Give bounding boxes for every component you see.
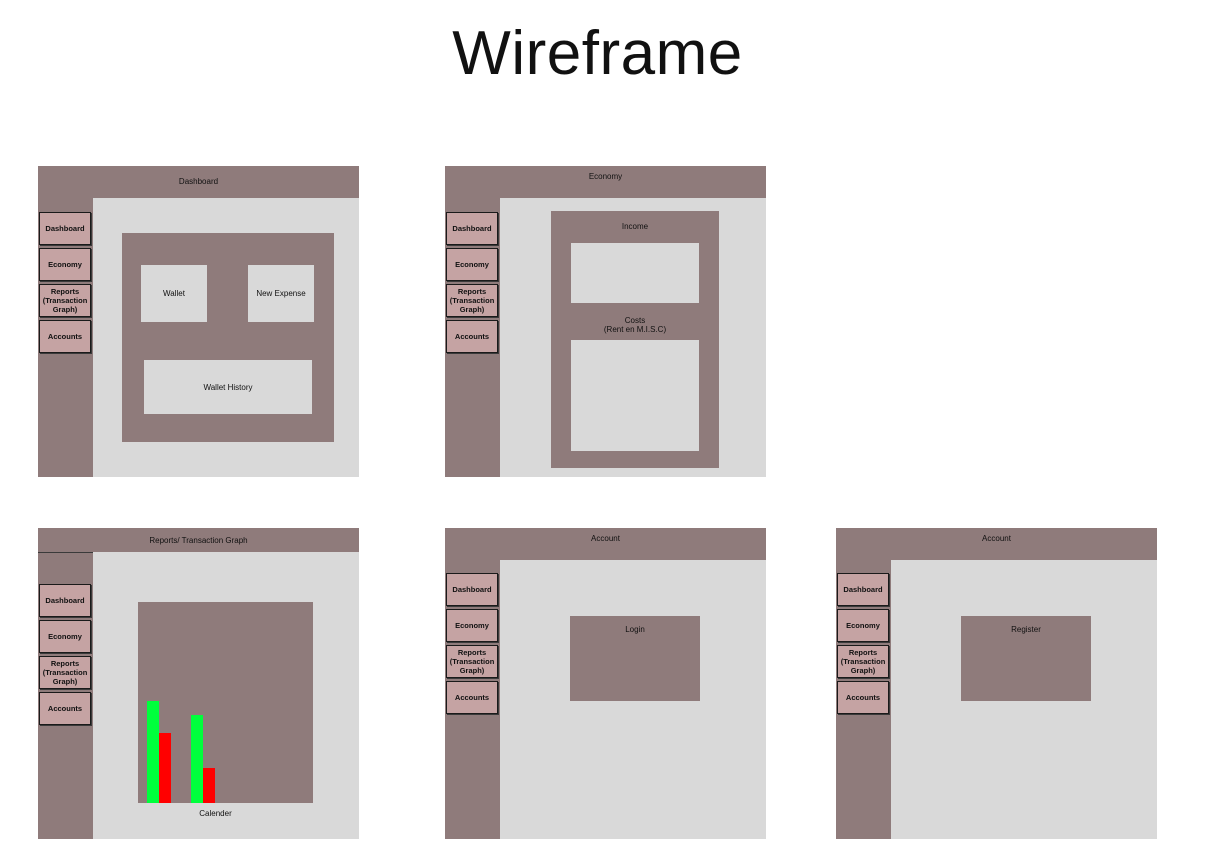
- nav-reports-button[interactable]: Reports (Transaction Graph): [446, 645, 498, 678]
- dashboard-frame: Dashboard Dashboard Economy Reports (Tra…: [38, 166, 359, 477]
- nav-accounts-button[interactable]: Accounts: [39, 692, 91, 725]
- nav-dashboard-button[interactable]: Dashboard: [39, 584, 91, 617]
- nav-accounts-button[interactable]: Accounts: [446, 320, 498, 353]
- nav-economy-button[interactable]: Economy: [837, 609, 889, 642]
- nav-economy-button[interactable]: Economy: [39, 620, 91, 653]
- login-frame: Account Dashboard Economy Reports (Trans…: [445, 528, 766, 839]
- register-header-title: Account: [982, 534, 1011, 543]
- nav-reports-button[interactable]: Reports (Transaction Graph): [837, 645, 889, 678]
- costs-label: Costs (Rent en M.I.S.C): [603, 316, 667, 335]
- income-box: [571, 243, 699, 303]
- nav-reports-button[interactable]: Reports (Transaction Graph): [39, 656, 91, 689]
- economy-header: Economy: [445, 166, 766, 198]
- economy-header-title: Economy: [588, 172, 623, 181]
- nav-reports-button[interactable]: Reports (Transaction Graph): [446, 284, 498, 317]
- nav-dashboard-button[interactable]: Dashboard: [39, 212, 91, 245]
- nav-reports-label: Reports (Transaction Graph): [42, 659, 88, 686]
- costs-box: [571, 340, 699, 451]
- login-box[interactable]: Login: [570, 616, 700, 701]
- dashboard-panel: Wallet New Expense Wallet History: [122, 233, 334, 442]
- economy-frame: Economy Dashboard Economy Reports (Trans…: [445, 166, 766, 477]
- dashboard-header: Dashboard: [38, 166, 359, 198]
- register-header: Account: [836, 528, 1157, 560]
- chart-bar-income-1: [147, 701, 159, 803]
- nav-accounts-button[interactable]: Accounts: [39, 320, 91, 353]
- nav-reports-label: Reports (Transaction Graph): [840, 648, 886, 675]
- register-box[interactable]: Register: [961, 616, 1091, 701]
- page-title: Wireframe: [452, 19, 743, 88]
- nav-reports-label: Reports (Transaction Graph): [449, 287, 495, 314]
- login-header: Account: [445, 528, 766, 560]
- register-frame: Account Dashboard Economy Reports (Trans…: [836, 528, 1157, 839]
- new-expense-card[interactable]: New Expense: [248, 265, 314, 322]
- reports-frame: Reports/ Transaction Graph Dashboard Eco…: [38, 528, 359, 839]
- login-label: Login: [625, 625, 645, 634]
- reports-header: Reports/ Transaction Graph: [38, 528, 359, 552]
- nav-reports-label: Reports (Transaction Graph): [42, 287, 88, 314]
- calendar-label: Calender: [199, 809, 232, 818]
- chart-bar-income-2: [191, 715, 203, 803]
- chart-panel: [138, 602, 313, 803]
- nav-economy-button[interactable]: Economy: [446, 248, 498, 281]
- economy-panel: Income Costs (Rent en M.I.S.C): [551, 211, 719, 468]
- register-label: Register: [1011, 625, 1041, 634]
- reports-header-title: Reports/ Transaction Graph: [149, 536, 248, 545]
- nav-dashboard-button[interactable]: Dashboard: [446, 212, 498, 245]
- income-label: Income: [621, 222, 649, 231]
- nav-dashboard-button[interactable]: Dashboard: [837, 573, 889, 606]
- nav-dashboard-button[interactable]: Dashboard: [446, 573, 498, 606]
- nav-reports-button[interactable]: Reports (Transaction Graph): [39, 284, 91, 317]
- nav-economy-button[interactable]: Economy: [446, 609, 498, 642]
- nav-accounts-button[interactable]: Accounts: [446, 681, 498, 714]
- nav-accounts-button[interactable]: Accounts: [837, 681, 889, 714]
- wallet-history-card[interactable]: Wallet History: [144, 360, 312, 414]
- nav-economy-button[interactable]: Economy: [39, 248, 91, 281]
- chart-bar-expense-1: [159, 733, 171, 803]
- dashboard-header-title: Dashboard: [178, 177, 219, 186]
- login-header-title: Account: [591, 534, 620, 543]
- nav-reports-label: Reports (Transaction Graph): [449, 648, 495, 675]
- chart-bar-expense-2: [203, 768, 215, 803]
- wallet-card[interactable]: Wallet: [141, 265, 207, 322]
